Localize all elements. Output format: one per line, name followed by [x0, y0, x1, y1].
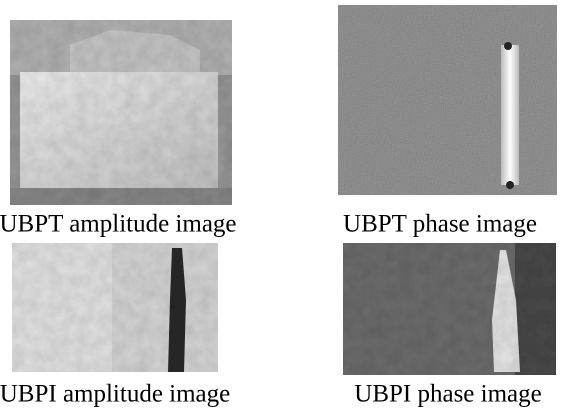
figure-page: UBPT amplitude image UBPT phase image UB…	[0, 0, 570, 413]
caption: UBPI amplitude image	[0, 381, 230, 408]
ubpi-phase-image	[343, 243, 556, 375]
ubpt-amplitude-image	[10, 20, 232, 205]
caption: UBPI phase image	[354, 381, 541, 408]
ubpi-amplitude-image	[12, 243, 218, 372]
caption: UBPT phase image	[343, 211, 537, 238]
caption: UBPT amplitude image	[0, 211, 237, 238]
ubpt-phase-image	[338, 5, 557, 195]
figure: UBPT amplitude image UBPT phase image UB…	[0, 0, 570, 413]
